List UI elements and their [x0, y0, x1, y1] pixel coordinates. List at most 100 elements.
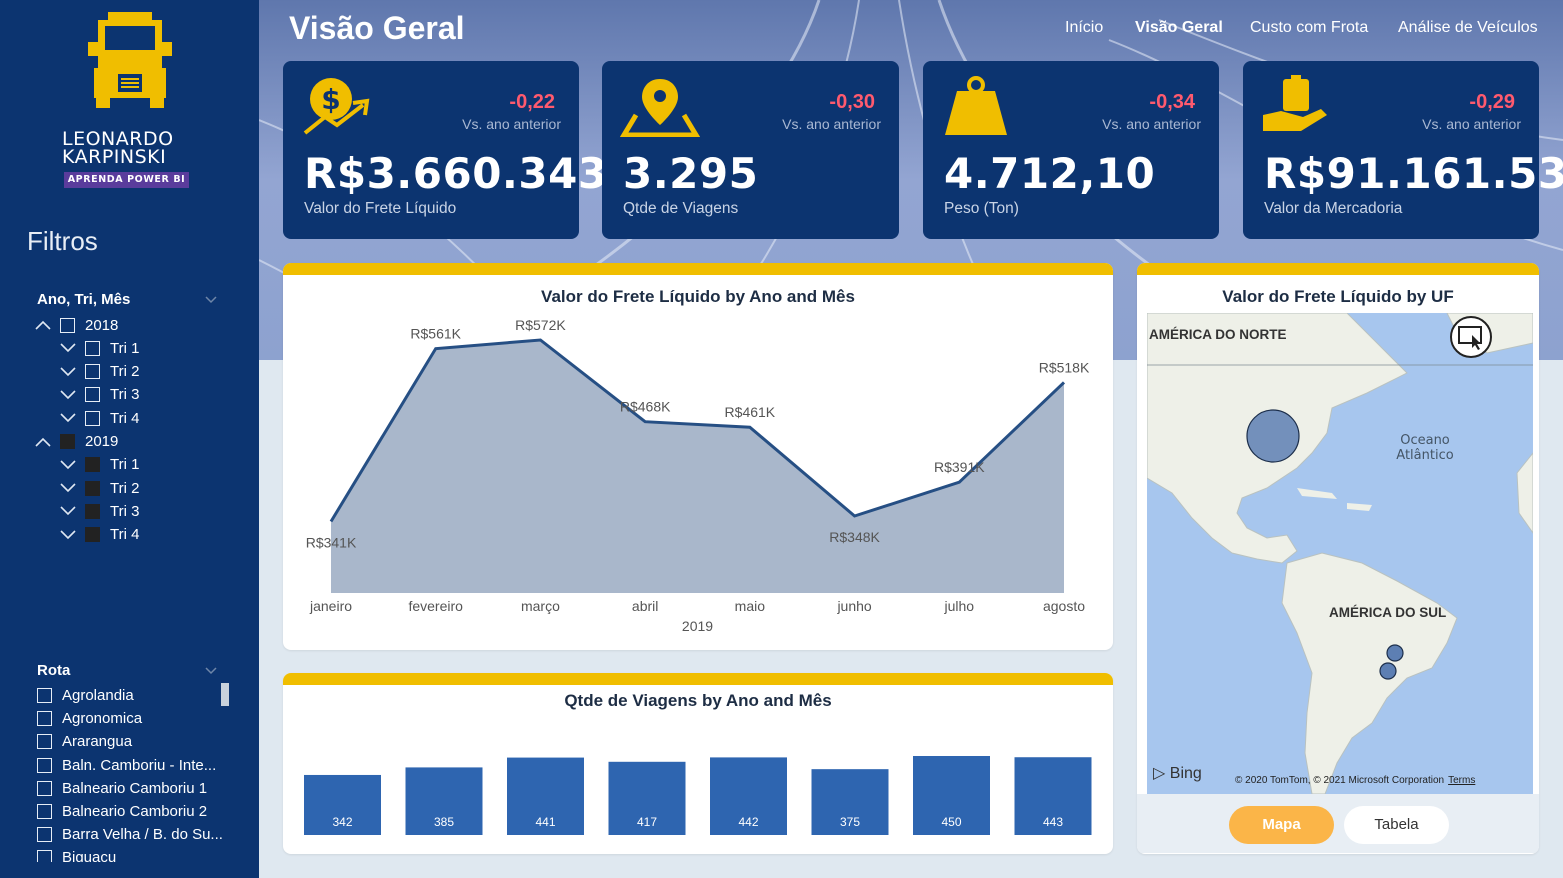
- chevron-down-icon[interactable]: [60, 367, 76, 377]
- checkbox[interactable]: [37, 804, 52, 820]
- brand-name-line2: KARPINSKI: [62, 146, 167, 168]
- rota-list-item[interactable]: Biguacu: [37, 846, 227, 862]
- data-point[interactable]: [849, 510, 861, 522]
- bing-logo: ▷ Bing: [1153, 763, 1202, 783]
- brand-name-line1: LEONARDO: [62, 128, 174, 150]
- kpi-value: R$3.660.343: [304, 149, 608, 198]
- map-bubble[interactable]: [1246, 409, 1300, 463]
- nav-analise-de-veiculos[interactable]: Análise de Veículos: [1398, 19, 1538, 36]
- tree-item-label: Tri 4: [110, 526, 140, 544]
- nav-custo-com-frota[interactable]: Custo com Frota: [1250, 19, 1369, 36]
- bar[interactable]: [507, 757, 584, 835]
- bar[interactable]: [405, 767, 483, 835]
- x-tick-label: maio: [735, 598, 766, 614]
- chevron-down-icon[interactable]: [205, 667, 217, 675]
- checkbox[interactable]: [37, 850, 52, 862]
- kpi-card-valor-mercadoria: -0,29 Vs. ano anterior R$91.161.538 Valo…: [1243, 61, 1563, 239]
- chevron-down-icon[interactable]: [60, 390, 76, 400]
- data-point[interactable]: [639, 416, 651, 428]
- map-bubble[interactable]: [1379, 662, 1397, 680]
- date-slicer-quarter-row[interactable]: Tri 2: [60, 361, 139, 383]
- checkbox[interactable]: [37, 780, 52, 796]
- rota-item-label: Balneario Camboriu 2: [62, 803, 208, 821]
- checkbox[interactable]: [85, 527, 100, 543]
- toggle-table-button[interactable]: Tabela: [1344, 806, 1449, 844]
- checkbox[interactable]: [37, 827, 52, 843]
- chevron-down-icon[interactable]: [60, 413, 76, 423]
- nav-inicio[interactable]: Início: [1065, 19, 1104, 36]
- date-slicer-year-row[interactable]: 2019: [35, 431, 118, 453]
- bar[interactable]: [1014, 757, 1092, 835]
- rota-list-item[interactable]: Balneario Camboriu 2: [37, 800, 227, 823]
- rota-list-item[interactable]: Baln. Camboriu - Inte...: [37, 754, 227, 777]
- rota-scrollbar[interactable]: [221, 683, 229, 706]
- bar[interactable]: [304, 774, 381, 835]
- bing-icon: ▷: [1153, 765, 1166, 782]
- tree-item-label: Tri 1: [110, 456, 140, 474]
- rota-list-item[interactable]: Agronomica: [37, 707, 227, 730]
- toggle-map-button[interactable]: Mapa: [1229, 806, 1334, 844]
- tree-item-label: Tri 1: [110, 339, 140, 357]
- date-slicer-quarter-row[interactable]: Tri 3: [60, 384, 139, 406]
- map-bubble[interactable]: [1386, 644, 1404, 662]
- date-slicer-quarter-row[interactable]: Tri 1: [60, 454, 139, 476]
- map-label-north-america: AMÉRICA DO NORTE: [1149, 327, 1287, 342]
- chevron-down-icon[interactable]: [60, 460, 76, 470]
- map-canvas[interactable]: AMÉRICA DO NORTE AMÉRICA DO SUL Oceano A…: [1147, 313, 1533, 794]
- rota-list-item[interactable]: Agrolandia: [37, 684, 227, 707]
- checkbox[interactable]: [85, 364, 100, 380]
- kpi-delta: -0,34: [1149, 91, 1195, 113]
- checkbox[interactable]: [85, 387, 100, 403]
- data-point[interactable]: [1058, 376, 1070, 388]
- tree-item-label: Tri 3: [110, 386, 140, 404]
- chevron-up-icon[interactable]: [35, 320, 51, 330]
- checkbox[interactable]: [85, 503, 100, 519]
- checkbox[interactable]: [37, 688, 52, 704]
- kpi-value: 4.712,10: [944, 149, 1156, 198]
- data-label: R$572K: [515, 317, 566, 333]
- rota-list-item[interactable]: Balneario Camboriu 1: [37, 777, 227, 800]
- svg-text:$: $: [321, 83, 340, 116]
- checkbox[interactable]: [60, 317, 75, 333]
- focus-mode-button[interactable]: [1450, 316, 1492, 358]
- checkbox[interactable]: [85, 410, 100, 426]
- date-slicer-quarter-row[interactable]: Tri 3: [60, 500, 139, 522]
- checkbox[interactable]: [85, 457, 100, 473]
- data-label: R$461K: [725, 404, 776, 420]
- checkbox[interactable]: [85, 340, 100, 356]
- frete-line-chart-card: Valor do Frete Líquido by Ano and Mês R$…: [283, 263, 1113, 650]
- world-map-shapes: [1147, 313, 1533, 794]
- tree-item-label: Tri 4: [110, 409, 140, 427]
- bar[interactable]: [811, 769, 889, 835]
- date-slicer-quarter-row[interactable]: Tri 1: [60, 337, 139, 359]
- chevron-down-icon[interactable]: [60, 483, 76, 493]
- checkbox[interactable]: [37, 711, 52, 727]
- card-accent-bar: [283, 673, 1113, 685]
- data-point[interactable]: [430, 343, 442, 355]
- chevron-down-icon[interactable]: [60, 506, 76, 516]
- bar[interactable]: [608, 761, 686, 835]
- data-point[interactable]: [534, 334, 546, 346]
- chevron-down-icon[interactable]: [60, 343, 76, 353]
- bar[interactable]: [913, 756, 990, 835]
- date-slicer-quarter-row[interactable]: Tri 2: [60, 477, 139, 499]
- date-slicer-year-row[interactable]: 2018: [35, 314, 118, 336]
- chevron-down-icon[interactable]: [60, 530, 76, 540]
- checkbox[interactable]: [85, 480, 100, 496]
- nav-visao-geral[interactable]: Visão Geral: [1135, 19, 1223, 36]
- data-point[interactable]: [953, 476, 965, 488]
- checkbox[interactable]: [37, 734, 52, 750]
- chevron-up-icon[interactable]: [35, 437, 51, 447]
- checkbox[interactable]: [37, 757, 52, 773]
- rota-list-item[interactable]: Barra Velha / B. do Su...: [37, 823, 227, 846]
- date-slicer-quarter-row[interactable]: Tri 4: [60, 407, 139, 429]
- bar[interactable]: [710, 757, 787, 835]
- date-slicer-quarter-row[interactable]: Tri 4: [60, 524, 139, 546]
- data-point[interactable]: [744, 421, 756, 433]
- data-point[interactable]: [325, 516, 337, 528]
- kpi-value: 3.295: [623, 149, 759, 198]
- checkbox[interactable]: [60, 434, 75, 449]
- rota-list-item[interactable]: Ararangua: [37, 730, 227, 753]
- map-terms-link[interactable]: Terms: [1448, 775, 1476, 786]
- chevron-down-icon[interactable]: [205, 296, 217, 304]
